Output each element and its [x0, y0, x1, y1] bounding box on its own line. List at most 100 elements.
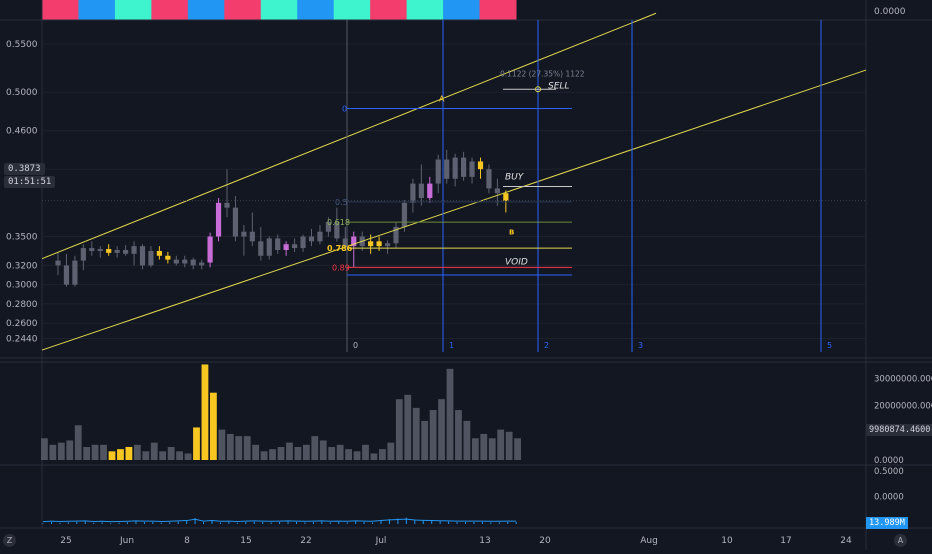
header-strip-segment [224, 0, 262, 20]
header-strip-segment [406, 0, 444, 20]
volume-bar [269, 449, 276, 460]
zoom-reset-button[interactable]: Z [3, 534, 16, 547]
volume-bar [159, 451, 167, 460]
time-tick-label: Aug [640, 536, 658, 546]
oscillator-tick-label: 0.5000 [874, 467, 904, 477]
auto-scale-button[interactable]: A [894, 534, 907, 547]
top-axis-label: 0.0000 [874, 7, 906, 17]
volume-bar [353, 451, 361, 460]
volume-bar [243, 436, 251, 460]
volume-last-tag: 9980874.4600 [866, 424, 932, 436]
candle-body [376, 241, 382, 247]
volume-bar [514, 438, 521, 460]
volume-bar [41, 438, 48, 460]
volume-bar [117, 449, 124, 460]
candle-body [275, 238, 281, 250]
candle-body [156, 250, 162, 256]
bar-countdown-tag: 01:51:51 [4, 176, 56, 188]
candle-body [266, 238, 272, 256]
oscillator-last-tag: 13.989M [866, 517, 908, 529]
price-tick-label: 0.3200 [6, 261, 38, 271]
candle-body [114, 249, 120, 253]
cycle-label: 2 [544, 341, 549, 350]
header-strip-segment [78, 0, 116, 20]
candle-body [469, 161, 475, 177]
header-strip-segment [151, 0, 189, 20]
header-strip-segment [187, 0, 225, 20]
point-b-label: B [509, 229, 514, 237]
volume-bar [57, 442, 65, 460]
volume-bar [226, 433, 234, 460]
volume-bar [277, 446, 285, 460]
time-tick-label: 17 [780, 536, 791, 546]
volume-bar [142, 451, 150, 460]
void-label: VOID [505, 258, 528, 268]
volume-bar [235, 436, 243, 460]
time-tick-label: 8 [184, 536, 190, 546]
volume-bar [49, 444, 57, 460]
candle-body [182, 259, 188, 264]
candle-body [300, 236, 306, 249]
candle-body [139, 246, 146, 266]
volume-bar [201, 364, 209, 460]
candle-body [207, 236, 213, 263]
candle-body [63, 265, 70, 285]
volume-bar [184, 453, 192, 460]
volume-bar [488, 438, 496, 460]
time-tick-label: 15 [240, 536, 251, 546]
candle-body [317, 231, 323, 242]
candle-body [55, 260, 61, 266]
volume-bar [505, 431, 513, 460]
candle-body [351, 236, 357, 247]
volume-bar [429, 410, 437, 460]
header-strip-segment [297, 0, 335, 20]
volume-bar [210, 392, 217, 460]
time-tick-label: 22 [300, 536, 311, 546]
candle-body [368, 241, 374, 247]
volume-bar [150, 442, 158, 460]
volume-bar [421, 420, 429, 460]
candle-body [325, 222, 331, 232]
fib-label-0618: 0.618 [327, 218, 350, 227]
candle-body [477, 161, 484, 170]
volume-bar [455, 410, 462, 460]
volume-bar [83, 446, 91, 460]
candle-body [232, 207, 239, 237]
volume-bar [100, 444, 107, 460]
volume-bar [176, 451, 183, 460]
volume-tick-label: 0.0000 [874, 456, 904, 466]
candle-body [97, 249, 103, 251]
volume-bar [133, 444, 141, 460]
candle-body [215, 202, 222, 237]
cycle-label: 3 [638, 341, 643, 350]
candle-body [106, 249, 112, 253]
candle-body [384, 243, 391, 247]
candle-body [452, 157, 458, 179]
candle-body [241, 231, 247, 237]
price-tick-label: 0.2600 [6, 319, 38, 329]
header-strip-segment [114, 0, 152, 20]
header-strip-segment [479, 0, 517, 20]
candle-body [224, 202, 230, 208]
volume-bar [438, 399, 445, 460]
header-strip-segment [443, 0, 481, 20]
channel-upper-line [41, 12, 657, 260]
buy-label: BUY [505, 172, 525, 182]
candle-body [410, 183, 416, 203]
sell-label: SELL [548, 81, 569, 91]
candle-body [292, 244, 298, 249]
volume-bar [480, 433, 488, 460]
candle-body [486, 169, 492, 189]
volume-bar [167, 446, 175, 460]
volume-bar [336, 444, 344, 460]
candle-body [190, 259, 196, 266]
candle-body [258, 241, 264, 256]
candle-body [165, 255, 171, 260]
volume-bar [471, 438, 479, 460]
candle-body [249, 231, 255, 242]
volume-bar [412, 407, 420, 460]
volume-bar [463, 420, 471, 460]
price-tick-label: 0.3500 [6, 233, 38, 243]
